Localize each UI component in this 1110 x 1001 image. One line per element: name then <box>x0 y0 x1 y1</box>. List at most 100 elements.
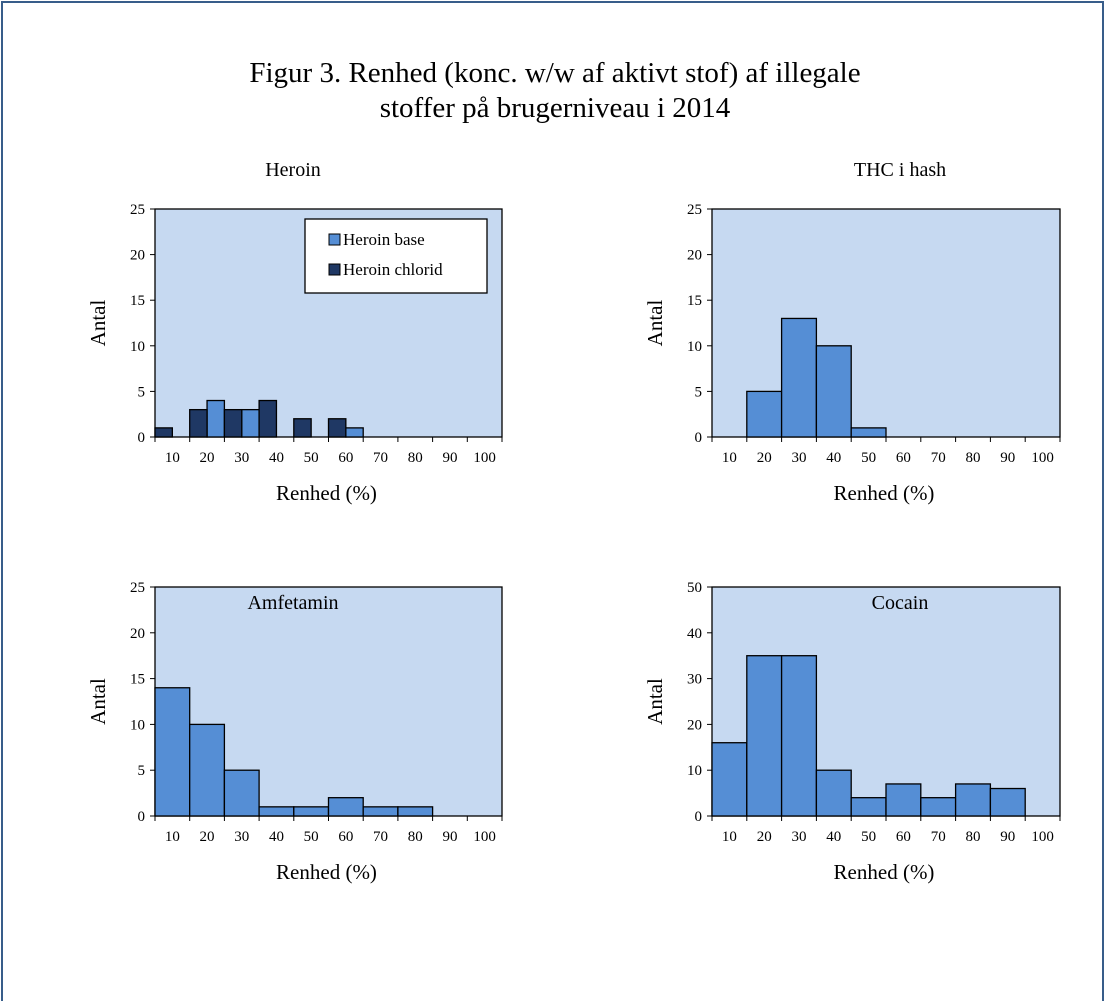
y-axis-label: Antal <box>86 300 110 347</box>
y-axis-label: Antal <box>86 678 110 725</box>
bar-50 <box>850 797 887 817</box>
x-axis-label: Renhed (%) <box>834 860 935 884</box>
bar-50 <box>293 806 330 817</box>
x-tick-label: 60 <box>896 450 911 466</box>
x-tick-label: 100 <box>1031 450 1054 466</box>
bar-series1-50 <box>293 418 312 438</box>
figure-title-line-1: Figur 3. Renhed (konc. w/w af aktivt sto… <box>249 57 861 89</box>
x-tick-label: 60 <box>338 829 353 845</box>
bar-70 <box>920 797 957 817</box>
bar-series1-20 <box>189 408 208 438</box>
bar-90 <box>989 787 1026 817</box>
x-tick-label: 80 <box>408 450 423 466</box>
bar-70 <box>362 806 399 817</box>
chart-3: Cocain 0 10 20 30 40 50 10 20 30 40 50 60 70 80 90 100 Re… <box>643 580 1061 884</box>
y-tick-label: 15 <box>687 293 702 309</box>
x-tick-label: 20 <box>200 829 215 845</box>
bar-80 <box>954 783 992 817</box>
bar-30 <box>780 317 818 438</box>
y-tick-label: 20 <box>687 717 702 733</box>
x-tick-label: 20 <box>200 450 215 466</box>
y-tick-label: 20 <box>130 248 145 264</box>
figure-title: Figur 3. Renhed (konc. w/w af aktivt sto… <box>0 56 1110 126</box>
x-tick-label: 30 <box>234 450 249 466</box>
y-tick-label: 40 <box>687 626 702 642</box>
bar-series0-30 <box>241 408 260 438</box>
bar-40 <box>815 769 852 817</box>
bar-series1-10 <box>154 427 174 438</box>
chart-1: THC i hash 0 5 10 15 20 25 10 20 30 40 50 60 70 80 90 10… <box>643 159 1061 505</box>
chart-title: Heroin <box>265 159 321 181</box>
legend-label-1: Heroin chlorid <box>343 260 443 279</box>
bar-series1-40 <box>258 399 278 438</box>
x-tick-label: 70 <box>373 450 388 466</box>
y-tick-label: 30 <box>687 672 702 688</box>
x-tick-label: 10 <box>722 829 737 845</box>
y-tick-label: 25 <box>130 202 145 218</box>
y-tick-label: 15 <box>130 672 145 688</box>
bar-80 <box>397 806 434 817</box>
x-tick-label: 50 <box>304 829 319 845</box>
y-tick-label: 10 <box>687 339 702 355</box>
x-tick-label: 80 <box>966 450 981 466</box>
bar-10 <box>154 687 191 817</box>
bar-60 <box>327 797 364 817</box>
x-tick-label: 70 <box>931 450 946 466</box>
legend-label-0: Heroin base <box>343 230 425 249</box>
x-tick-label: 50 <box>861 829 876 845</box>
x-tick-label: 40 <box>826 450 841 466</box>
y-tick-label: 0 <box>138 430 146 446</box>
y-tick-label: 10 <box>130 717 145 733</box>
y-tick-label: 10 <box>687 763 702 779</box>
x-tick-label: 30 <box>792 829 807 845</box>
bar-50 <box>850 427 887 438</box>
y-axis-label: Antal <box>643 300 667 347</box>
x-axis-label: Renhed (%) <box>276 481 377 505</box>
bar-series0-20 <box>206 399 226 438</box>
y-tick-label: 10 <box>130 339 145 355</box>
y-tick-label: 5 <box>138 384 146 400</box>
y-tick-label: 0 <box>138 809 146 825</box>
chart-2: Amfetamin 0 5 10 15 20 25 10 20 30 40 50 60 70 80 90 100… <box>86 580 503 884</box>
bar-60 <box>885 783 922 817</box>
x-tick-label: 100 <box>473 450 496 466</box>
chart-0: Heroin 0 5 10 15 20 25 10 20 30 40 50 60 70 80 90 100 Ren… <box>86 159 503 505</box>
x-tick-label: 70 <box>931 829 946 845</box>
bar-series1-30 <box>223 408 243 438</box>
chart-title: Amfetamin <box>247 592 338 614</box>
x-tick-label: 90 <box>1000 450 1015 466</box>
x-axis-label: Renhed (%) <box>834 481 935 505</box>
figure-title-line-2: stoffer på brugerniveau i 2014 <box>379 92 731 124</box>
bar-20 <box>746 390 783 438</box>
x-tick-label: 90 <box>1000 829 1015 845</box>
bar-20 <box>746 655 783 817</box>
legend-box <box>304 218 488 294</box>
bar-30 <box>780 655 818 817</box>
chart-title: Cocain <box>872 592 929 614</box>
x-tick-label: 90 <box>442 450 457 466</box>
x-tick-label: 40 <box>826 829 841 845</box>
x-tick-label: 10 <box>722 450 737 466</box>
chart-title: THC i hash <box>854 159 946 181</box>
x-tick-label: 30 <box>792 450 807 466</box>
x-tick-label: 20 <box>757 829 772 845</box>
x-tick-label: 40 <box>269 829 284 845</box>
y-tick-label: 20 <box>130 626 145 642</box>
bar-40 <box>815 345 852 438</box>
bar-series1-60 <box>327 418 347 438</box>
y-tick-label: 25 <box>687 202 702 218</box>
bar-40 <box>258 806 295 817</box>
y-tick-label: 50 <box>687 580 702 596</box>
x-tick-label: 100 <box>1031 829 1054 845</box>
x-tick-label: 50 <box>861 450 876 466</box>
x-tick-label: 50 <box>304 450 319 466</box>
x-axis-label: Renhed (%) <box>276 860 377 884</box>
x-tick-label: 20 <box>757 450 772 466</box>
y-tick-label: 0 <box>695 809 703 825</box>
x-tick-label: 60 <box>896 829 911 845</box>
x-tick-label: 40 <box>269 450 284 466</box>
x-tick-label: 90 <box>442 829 457 845</box>
y-tick-label: 5 <box>138 763 146 779</box>
x-tick-label: 30 <box>234 829 249 845</box>
